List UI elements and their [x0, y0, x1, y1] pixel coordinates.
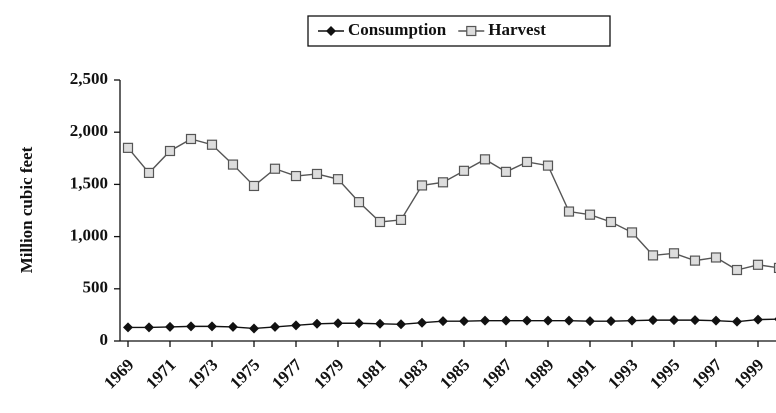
data-point	[291, 320, 301, 331]
data-point	[185, 133, 197, 145]
data-point	[332, 174, 344, 185]
x-tick-label: 1969	[100, 355, 137, 392]
data-point	[753, 314, 763, 325]
data-point	[731, 264, 743, 276]
x-tick-label: 1987	[478, 355, 516, 393]
data-point	[164, 145, 176, 157]
data-point	[290, 170, 302, 182]
x-tick-label: 1999	[730, 355, 767, 392]
data-point	[438, 316, 448, 327]
data-point	[123, 322, 133, 333]
legend-marker	[326, 26, 336, 36]
legend-label: Harvest	[488, 20, 546, 39]
data-point	[437, 177, 449, 188]
data-point	[626, 227, 638, 238]
data-point	[417, 317, 427, 328]
data-point	[690, 315, 700, 326]
data-point	[416, 180, 428, 191]
data-point	[648, 315, 658, 326]
data-point	[353, 197, 365, 208]
series-line	[128, 318, 776, 330]
data-point	[227, 159, 239, 170]
x-tick-label: 1993	[604, 355, 641, 392]
data-point	[521, 156, 533, 168]
data-point	[333, 318, 343, 329]
data-point	[375, 318, 385, 329]
y-tick-label: 500	[83, 278, 109, 297]
data-point	[374, 216, 386, 228]
data-point	[647, 250, 659, 261]
data-point	[752, 259, 764, 270]
data-point	[248, 180, 260, 192]
x-tick-label: 1981	[352, 355, 389, 392]
y-tick-label: 0	[100, 330, 109, 349]
data-point	[165, 321, 175, 332]
data-point	[500, 166, 512, 177]
x-tick-label: 1997	[688, 355, 726, 393]
data-point	[311, 168, 323, 180]
x-tick-label: 1975	[226, 355, 263, 392]
data-point	[458, 165, 470, 176]
data-point	[627, 315, 637, 326]
x-tick-label: 1985	[436, 355, 473, 392]
x-tick-label: 1971	[142, 355, 179, 392]
data-point	[564, 315, 574, 326]
x-tick-label: 1977	[268, 355, 306, 393]
data-point	[669, 315, 679, 326]
y-tick-label: 1,000	[70, 226, 108, 245]
data-point	[459, 316, 469, 327]
data-point	[395, 214, 407, 225]
data-point	[186, 321, 196, 332]
x-tick-label: 1995	[646, 355, 683, 392]
y-tick-label: 2,500	[70, 69, 108, 88]
data-point	[710, 252, 722, 263]
data-point	[249, 323, 259, 334]
data-point	[396, 319, 406, 330]
data-point	[501, 315, 511, 326]
data-point	[563, 206, 575, 217]
x-tick-label: 1991	[562, 355, 599, 392]
legend-label: Consumption	[348, 20, 447, 39]
data-point	[773, 262, 776, 274]
data-point	[522, 315, 532, 326]
x-tick-label: 1989	[520, 355, 557, 392]
x-tick-label: 1979	[310, 355, 347, 392]
data-point	[585, 316, 595, 327]
data-point	[354, 318, 364, 329]
data-point	[732, 316, 742, 327]
data-point	[480, 315, 490, 326]
x-tick-label: 1983	[394, 355, 431, 392]
legend-marker	[466, 25, 477, 37]
data-point	[584, 209, 596, 220]
data-point	[479, 154, 491, 165]
x-tick-label: 1973	[184, 355, 221, 392]
data-point	[270, 321, 280, 332]
data-point	[143, 167, 155, 179]
data-point	[542, 160, 554, 171]
y-tick-label: 1,500	[70, 173, 108, 192]
data-point	[228, 321, 238, 332]
data-point	[122, 142, 134, 153]
y-tick-label: 2,000	[70, 121, 108, 140]
data-point	[206, 139, 218, 150]
data-point	[543, 315, 553, 326]
data-point	[144, 322, 154, 333]
data-point	[668, 248, 680, 259]
data-point	[605, 216, 617, 228]
y-axis-label: Million cubic feet	[17, 146, 36, 273]
data-point	[207, 321, 217, 332]
data-point	[689, 255, 701, 266]
data-point	[711, 315, 721, 326]
data-point	[606, 316, 616, 327]
data-point	[269, 163, 281, 174]
data-point	[312, 318, 322, 329]
